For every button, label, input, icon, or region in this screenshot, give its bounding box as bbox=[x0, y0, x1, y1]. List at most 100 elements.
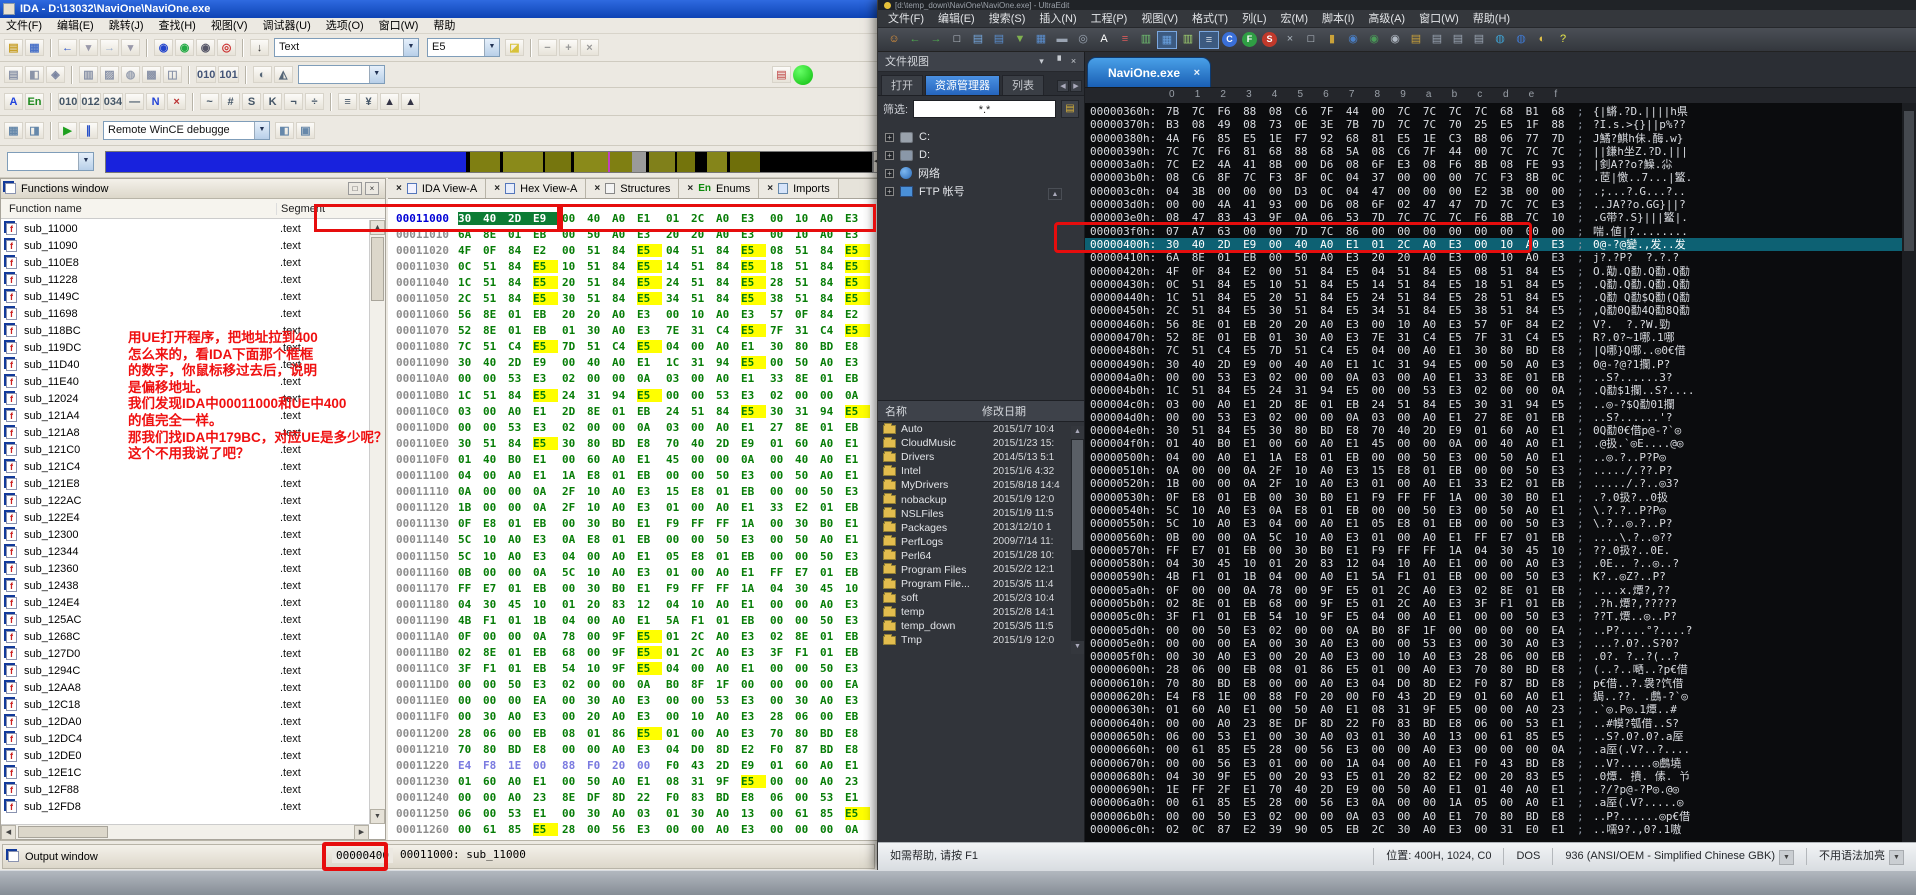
hex-row[interactable]: 000004e0h: 30 51 84 E5 30 80 BD E8 70 40 2D E9 01 60 A0… bbox=[1085, 424, 1902, 437]
struct-s-icon[interactable]: S bbox=[242, 93, 262, 110]
menu-item[interactable]: 调试器(U) bbox=[262, 20, 311, 32]
wave-icon[interactable]: ~ bbox=[200, 93, 220, 110]
clear-icon[interactable]: × bbox=[167, 93, 187, 110]
tab-imports[interactable]: × Imports bbox=[759, 179, 839, 198]
function-row[interactable]: f sub_121A8 .text bbox=[1, 424, 368, 441]
name-icon[interactable]: N bbox=[146, 93, 166, 110]
tree-item[interactable]: + FTP 帐号 bbox=[885, 182, 1084, 200]
hex-row[interactable]: 00000620h: E4 F8 1E 00 88 F0 20 00 F0 43 2D E9 01 60 A0… bbox=[1085, 690, 1902, 703]
chevron-down-icon[interactable]: ▾ bbox=[1039, 56, 1044, 66]
scroll-up-icon[interactable]: ▲ bbox=[1071, 426, 1084, 439]
hex-row[interactable]: 00000630h: 01 60 A0 E1 00 50 A0 E1 08 31 9F E5 00 00 A0… bbox=[1085, 703, 1902, 716]
hex-row[interactable]: 000005a0h: 0F 00 00 0A 78 00 9F E5 01 2C A0 E3 02 8E 01… bbox=[1085, 584, 1902, 597]
grid-icon[interactable]: ▩ bbox=[142, 66, 161, 83]
half-icon[interactable]: ◐ bbox=[252, 66, 272, 83]
function-row[interactable]: f sub_11000 .text bbox=[1, 220, 368, 237]
file-row[interactable]: Program File... 2015/3/5 11:4 bbox=[878, 577, 1084, 591]
function-row[interactable]: f sub_121E8 .text bbox=[1, 475, 368, 492]
function-row[interactable]: f sub_12438 .text bbox=[1, 577, 368, 594]
hex-row[interactable]: 00000650h: 06 00 53 E1 00 30 A0 03 01 30 A0 13 00 61 85… bbox=[1085, 730, 1902, 743]
help-icon[interactable]: ? bbox=[1559, 32, 1567, 45]
nav-combo[interactable]: ▼ bbox=[7, 152, 94, 171]
radix-034-icon[interactable]: 034 bbox=[102, 93, 124, 110]
hex-row[interactable]: 00000460h: 56 8E 01 EB 20 20 A0 E3 00 10 A0 E3 57 0F 84… bbox=[1085, 318, 1902, 331]
function-row[interactable]: f sub_12DE0 .text bbox=[1, 747, 368, 764]
back-icon[interactable]: ← bbox=[58, 39, 77, 56]
menu-item[interactable]: 帮助(H) bbox=[1472, 13, 1511, 25]
hex-row[interactable]: 00011220 E4 F8 1E 00 88 F0 20 00 F0 43 2D E9 01 60 A0 E1… bbox=[388, 757, 877, 773]
search-value-combo[interactable]: E5 ▼ bbox=[427, 38, 500, 57]
menu-item[interactable]: 文件(F) bbox=[6, 20, 43, 32]
tab-ida-view-a[interactable]: × IDA View-A bbox=[388, 179, 487, 198]
binary-101-icon[interactable]: 101 bbox=[218, 66, 239, 83]
panel-tab-列表[interactable]: 列表 bbox=[1002, 75, 1044, 95]
globe1-icon[interactable]: ◍ bbox=[1495, 32, 1505, 45]
functions-titlebar[interactable]: Functions window □ × bbox=[1, 179, 385, 199]
forward-drop-icon[interactable]: ▾ bbox=[121, 39, 140, 56]
hex-mode-icon[interactable]: ▦ bbox=[1157, 30, 1177, 49]
hex-row[interactable]: 00000670h: 00 00 56 E3 01 00 00 1A 04 00 A0 E1 F0 43 BD… bbox=[1085, 757, 1902, 770]
hex-row[interactable]: 000111C0 3F F1 01 EB 54 10 9F E5 04 00 A0 E1 00 00 50 E3… bbox=[388, 661, 877, 677]
function-row[interactable]: f sub_12360 .text bbox=[1, 560, 368, 577]
hex-row[interactable]: 00000390h: 7C 7C F6 81 68 88 68 5A 08 C6 7F 44 00 7C 7C… bbox=[1085, 145, 1902, 158]
hex-row[interactable]: 000003b0h: 08 C6 8F 7C F3 8F 0C 04 37 00 00 00 7C F3 8B… bbox=[1085, 171, 1902, 184]
tab-close-icon[interactable]: × bbox=[687, 183, 694, 194]
tab-structures[interactable]: × Structures bbox=[586, 179, 680, 198]
function-row[interactable]: f sub_11D40 .text bbox=[1, 356, 368, 373]
function-row[interactable]: f sub_11228 .text bbox=[1, 271, 368, 288]
tab-close-icon[interactable]: × bbox=[767, 183, 774, 194]
find3-icon[interactable]: ◉ bbox=[1390, 32, 1400, 45]
yen-icon[interactable]: ¥ bbox=[359, 93, 379, 110]
col-date[interactable]: 修改日期 bbox=[982, 406, 1026, 418]
hex-row[interactable]: 000005f0h: 00 30 A0 E3 00 20 A0 E3 00 10 A0 E3 28 06 00… bbox=[1085, 650, 1902, 663]
scroll-right-icon[interactable]: ▶ bbox=[354, 825, 369, 840]
mem-icon[interactable]: ▦ bbox=[4, 122, 23, 139]
menu-item[interactable]: 插入(N) bbox=[1039, 13, 1077, 25]
not-icon[interactable]: ¬ bbox=[284, 93, 304, 110]
hex-row[interactable]: 00000510h: 0A 00 00 0A 2F 10 A0 E3 15 E8 01 EB 00 00 50… bbox=[1085, 464, 1902, 477]
open-folder-icon[interactable]: ▤ bbox=[993, 32, 1005, 45]
function-row[interactable]: f sub_121A4 .text bbox=[1, 407, 368, 424]
columns-icon[interactable]: ▥ bbox=[1182, 32, 1194, 45]
pause-icon[interactable]: ∥ bbox=[79, 122, 98, 139]
functions-hscrollbar[interactable]: ◀ ▶ bbox=[1, 824, 369, 840]
hex-row[interactable]: 00000480h: 7C 51 C4 E5 7D 51 C4 E5 04 00 A0 E1 30 80 BD… bbox=[1085, 344, 1902, 357]
file-row[interactable]: temp_down 2015/3/5 11:5 bbox=[878, 619, 1084, 633]
function-row[interactable]: f sub_125AC .text bbox=[1, 611, 368, 628]
hex-row[interactable]: 00000560h: 0B 00 00 0A 5C 10 A0 E3 01 00 A0 E1 FF E7 01… bbox=[1085, 531, 1902, 544]
preview-icon[interactable]: ◎ bbox=[1078, 32, 1088, 45]
align-icon[interactable]: ≡ bbox=[338, 93, 358, 110]
menu-item[interactable]: 窗口(W) bbox=[378, 20, 419, 32]
columns-icon[interactable]: ▥ bbox=[79, 66, 98, 83]
search-text-icon[interactable]: ◉ bbox=[175, 39, 194, 56]
tab-close-icon[interactable]: × bbox=[594, 183, 601, 194]
up-level-icon[interactable]: ▲ bbox=[1048, 188, 1062, 200]
function-row[interactable]: f sub_11E40 .text bbox=[1, 373, 368, 390]
hex-row[interactable]: 00011100 04 00 A0 E1 1A E8 01 EB 00 00 50 E3 00 50 A0 E1… bbox=[388, 468, 877, 484]
navband-scroll-icon[interactable]: ◂▸ bbox=[873, 150, 877, 173]
function-row[interactable]: f sub_118BC .text bbox=[1, 322, 368, 339]
tab-close-icon[interactable]: × bbox=[494, 183, 501, 194]
tab-scroll-right-icon[interactable]: ▶ bbox=[1070, 80, 1082, 92]
editor-vscrollbar[interactable] bbox=[1902, 103, 1916, 842]
col-name[interactable]: 名称 bbox=[885, 406, 907, 418]
file-row[interactable]: soft 2015/2/3 10:4 bbox=[878, 591, 1084, 605]
layout-icon[interactable]: ▥ bbox=[1140, 32, 1152, 45]
menu-item[interactable]: 搜索(S) bbox=[988, 13, 1026, 25]
dash-icon[interactable]: — bbox=[125, 93, 145, 110]
paste-icon[interactable]: ▮ bbox=[1328, 32, 1336, 45]
file-row[interactable]: NSLFiles 2015/1/9 11:5 bbox=[878, 507, 1084, 521]
scroll-thumb[interactable] bbox=[1904, 111, 1914, 251]
empty-combo[interactable]: ▼ bbox=[297, 65, 385, 84]
tile-icon[interactable]: ◧ bbox=[25, 66, 44, 83]
hex-row[interactable]: 000111F0 00 30 A0 E3 00 20 A0 E3 00 10 A0 E3 28 06 00 EB… bbox=[388, 709, 877, 725]
function-row[interactable]: f sub_12024 .text bbox=[1, 390, 368, 407]
chevron-down-icon[interactable]: ▼ bbox=[1889, 850, 1904, 865]
compile-c-icon[interactable]: C bbox=[1222, 32, 1237, 47]
hex-row[interactable]: 00011210 70 80 BD E8 00 00 A0 E3 04 D0 8D E2 F0 87 BD E8… bbox=[388, 741, 877, 757]
hex-row[interactable]: 000005d0h: 00 00 50 E3 02 00 00 0A B0 8F 1F 00 00 00 00… bbox=[1085, 624, 1902, 637]
globe2-icon[interactable]: ◍ bbox=[1516, 32, 1526, 45]
hex-row[interactable]: 000004d0h: 00 00 53 E3 02 00 00 0A 03 00 A0 E1 27 8E 01… bbox=[1085, 411, 1902, 424]
panes-icon[interactable]: ◫ bbox=[163, 66, 182, 83]
function-row[interactable]: f sub_12AA8 .text bbox=[1, 679, 368, 696]
